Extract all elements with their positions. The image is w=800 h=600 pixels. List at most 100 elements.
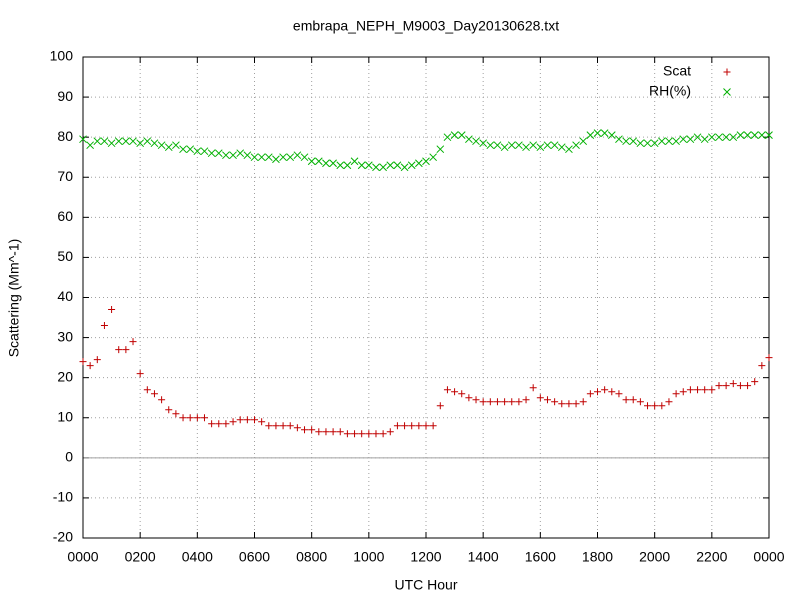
point (594, 388, 601, 396)
point (207, 149, 216, 158)
x-axis-label: UTC Hour (394, 577, 457, 593)
point (322, 428, 330, 436)
legend-label: RH(%) (649, 83, 691, 99)
point (736, 382, 744, 390)
point (129, 137, 137, 146)
point (693, 133, 702, 142)
x-tick-label: 0400 (182, 549, 213, 565)
point (214, 149, 223, 158)
point (615, 135, 623, 144)
point (744, 382, 752, 390)
point (136, 139, 145, 148)
point (136, 370, 144, 378)
y-tick-label: 80 (57, 128, 73, 144)
point (565, 145, 573, 154)
point (686, 135, 695, 144)
point (408, 422, 416, 430)
point (243, 151, 252, 160)
point (708, 386, 716, 394)
y-tick-label: 90 (57, 88, 73, 104)
point (122, 137, 130, 146)
point (701, 386, 709, 394)
point (343, 430, 351, 438)
point (343, 161, 352, 170)
point (429, 153, 437, 162)
y-tick-label: 50 (57, 248, 73, 264)
point (765, 354, 773, 362)
point (672, 137, 680, 146)
point (644, 402, 652, 410)
point (765, 131, 773, 140)
point (265, 422, 273, 430)
y-tick-label: -10 (53, 489, 73, 505)
point (179, 414, 187, 422)
point (150, 139, 159, 148)
point (758, 131, 766, 140)
point (364, 161, 373, 170)
point (543, 396, 551, 404)
y-tick-label: 70 (57, 168, 73, 184)
point (351, 430, 359, 438)
point (758, 362, 766, 370)
point (443, 133, 452, 142)
point (751, 378, 759, 386)
point (386, 428, 394, 436)
y-axis-label: Scattering (Mm^-1) (6, 239, 22, 358)
point (451, 388, 459, 396)
point (586, 390, 594, 398)
point (279, 422, 287, 430)
point (336, 428, 344, 436)
point (222, 151, 230, 160)
point (679, 135, 688, 144)
point (172, 410, 180, 418)
x-tick-label: 0200 (125, 549, 156, 565)
point (479, 398, 487, 406)
y-tick-label: 20 (57, 368, 73, 384)
point (222, 420, 230, 428)
point (315, 428, 323, 436)
point (457, 131, 466, 140)
point (650, 139, 659, 148)
point (715, 133, 723, 142)
point (636, 139, 645, 148)
point (379, 430, 387, 438)
point (450, 131, 459, 140)
point (401, 422, 409, 430)
point (164, 143, 173, 152)
point (393, 422, 401, 430)
point (208, 420, 216, 428)
point (657, 137, 666, 146)
y-tick-label: -20 (53, 529, 73, 545)
plot-frame (82, 56, 770, 539)
x-tick-label: 2000 (639, 549, 670, 565)
point (129, 338, 137, 346)
point (407, 161, 416, 170)
point (329, 159, 337, 168)
point (186, 414, 194, 422)
point (536, 143, 545, 152)
x-tick-label: 0600 (239, 549, 270, 565)
point (579, 137, 588, 146)
point (622, 396, 630, 404)
point (515, 141, 523, 150)
point (686, 386, 694, 394)
point (79, 135, 87, 144)
point (264, 153, 273, 162)
point (301, 426, 309, 434)
y-tick-label: 60 (57, 208, 73, 224)
point (565, 400, 573, 408)
point (372, 163, 380, 172)
point (122, 346, 130, 354)
point (200, 414, 208, 422)
point (400, 163, 409, 172)
y-tick-label: 100 (50, 48, 74, 64)
point (293, 151, 302, 160)
point (672, 390, 680, 398)
point (550, 141, 559, 150)
point (108, 306, 116, 314)
point (386, 161, 395, 170)
point (272, 155, 280, 164)
x-tick-label: 1000 (353, 549, 384, 565)
point (722, 382, 730, 390)
